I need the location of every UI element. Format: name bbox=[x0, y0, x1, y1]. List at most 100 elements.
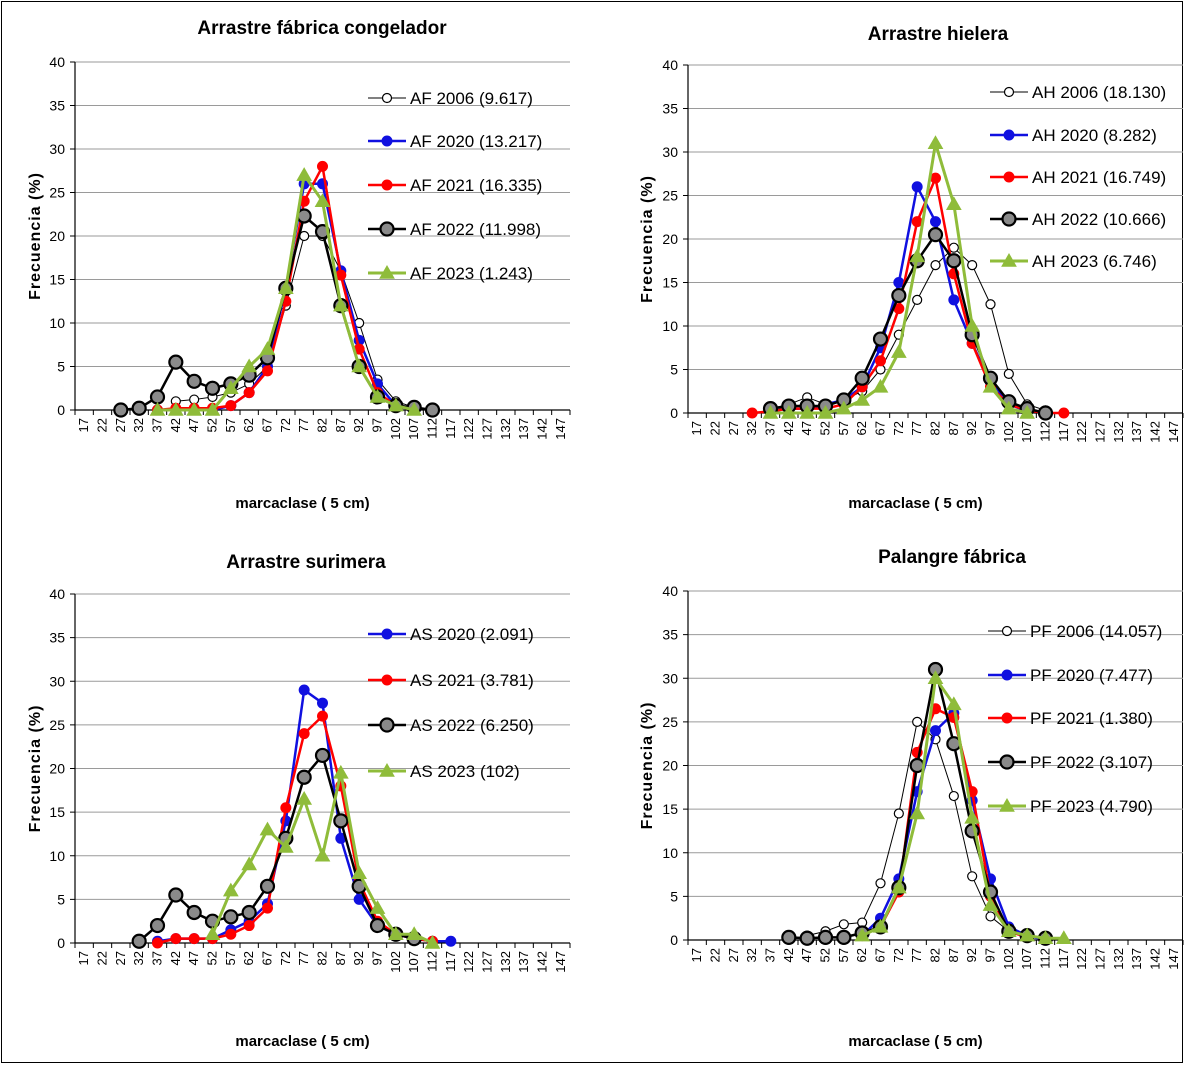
data-point bbox=[298, 684, 310, 696]
data-point bbox=[909, 248, 926, 263]
chart-title: Palangre fábrica bbox=[878, 547, 1026, 568]
x-tick-label: 107 bbox=[1019, 948, 1034, 970]
y-tick-label: 5 bbox=[57, 891, 65, 907]
legend-label: PF 2006 (14.057) bbox=[1030, 622, 1162, 641]
series-4 bbox=[204, 764, 441, 949]
data-point bbox=[1000, 923, 1017, 938]
data-point bbox=[314, 193, 331, 207]
x-tick-label: 112 bbox=[1038, 948, 1053, 969]
legend-marker bbox=[379, 264, 395, 279]
y-tick-label: 25 bbox=[49, 185, 65, 201]
y-tick-label: 30 bbox=[662, 670, 678, 686]
legend-label: AS 2022 (6.250) bbox=[410, 716, 534, 735]
data-point bbox=[1055, 930, 1072, 945]
data-point bbox=[445, 935, 457, 947]
data-point bbox=[893, 808, 904, 819]
data-point bbox=[817, 404, 834, 419]
data-point bbox=[243, 387, 255, 399]
x-tick-label: 127 bbox=[480, 418, 495, 440]
data-point bbox=[131, 933, 147, 949]
legend-marker bbox=[381, 628, 393, 640]
x-tick-label: 47 bbox=[186, 951, 201, 965]
y-tick-label: 25 bbox=[662, 188, 678, 204]
data-point bbox=[424, 934, 441, 949]
x-tick-label: 132 bbox=[1111, 421, 1126, 443]
chart-4: Palangre fábrica 0 5 10 15 20 25 30 35 40 17 22 27 32… bbox=[639, 547, 1184, 1050]
x-tick-label: 92 bbox=[351, 418, 366, 432]
data-point bbox=[799, 930, 815, 946]
data-point bbox=[262, 902, 273, 914]
legend-marker bbox=[379, 221, 395, 237]
data-point bbox=[912, 716, 923, 727]
x-tick-label: 67 bbox=[873, 948, 888, 962]
data-point bbox=[149, 917, 166, 934]
y-tick-label: 35 bbox=[49, 630, 65, 646]
y-tick-label: 30 bbox=[662, 144, 678, 160]
data-point bbox=[890, 879, 907, 894]
x-tick-label: 87 bbox=[333, 951, 348, 965]
x-tick-label: 112 bbox=[425, 418, 440, 439]
y-tick-label: 10 bbox=[662, 318, 678, 334]
x-tick-label: 137 bbox=[1129, 421, 1144, 443]
x-tick-label: 52 bbox=[205, 418, 220, 432]
x-tick-label: 122 bbox=[461, 418, 476, 440]
legend: PF 2006 (14.057) PF 2020 (7.477) PF 2021 (… bbox=[988, 622, 1162, 816]
x-tick-label: 97 bbox=[983, 421, 998, 435]
x-tick-label: 142 bbox=[1148, 421, 1163, 443]
x-tick-label: 87 bbox=[333, 418, 348, 432]
y-tick-label: 40 bbox=[49, 586, 65, 602]
data-point bbox=[838, 919, 849, 930]
y-tick-label: 35 bbox=[49, 98, 65, 114]
x-tick-label: 132 bbox=[1111, 948, 1126, 970]
x-tick-label: 122 bbox=[461, 951, 476, 973]
data-point bbox=[351, 358, 368, 373]
data-point bbox=[967, 871, 978, 882]
legend-marker bbox=[381, 92, 393, 104]
x-tick-label: 27 bbox=[726, 421, 741, 435]
x-tick-label: 117 bbox=[443, 951, 458, 972]
y-tick-label: 5 bbox=[670, 362, 678, 378]
data-point bbox=[872, 918, 889, 933]
data-point bbox=[225, 400, 237, 412]
data-point bbox=[296, 167, 313, 181]
data-point bbox=[149, 389, 166, 405]
y-tick-label: 15 bbox=[49, 804, 65, 820]
y-tick-label: 25 bbox=[662, 714, 678, 730]
data-point bbox=[836, 929, 852, 945]
data-point bbox=[204, 401, 221, 416]
data-point bbox=[835, 400, 852, 415]
chart-title: Arrastre surimera bbox=[226, 552, 386, 573]
x-tick-label: 42 bbox=[781, 948, 796, 962]
y-tick-label: 20 bbox=[49, 761, 65, 777]
legend-label: AF 2006 (9.617) bbox=[410, 89, 533, 108]
x-tick-label: 67 bbox=[260, 951, 275, 965]
x-tick-label: 57 bbox=[223, 951, 238, 965]
data-point bbox=[277, 280, 294, 294]
legend-marker bbox=[379, 762, 395, 777]
legend-marker bbox=[1003, 86, 1015, 98]
data-point bbox=[762, 404, 779, 419]
legend: AH 2006 (18.130) AH 2020 (8.282) AH 2021 (… bbox=[990, 83, 1166, 271]
y-tick-label: 35 bbox=[662, 627, 678, 643]
data-point bbox=[854, 927, 871, 942]
x-tick-label: 22 bbox=[95, 418, 110, 432]
y-axis-label: Frecuencia (%) bbox=[27, 172, 44, 300]
x-tick-label: 142 bbox=[535, 951, 550, 973]
x-axis-label: marcaclase ( 5 cm) bbox=[235, 495, 369, 512]
data-point bbox=[186, 401, 203, 416]
data-point bbox=[890, 344, 907, 358]
x-tick-label: 17 bbox=[76, 951, 91, 965]
x-tick-label: 97 bbox=[983, 948, 998, 962]
legend-label: AH 2021 (16.749) bbox=[1032, 168, 1166, 187]
x-tick-label: 22 bbox=[708, 421, 723, 435]
x-tick-label: 132 bbox=[498, 418, 513, 440]
x-tick-label: 142 bbox=[535, 418, 550, 440]
data-point bbox=[909, 805, 926, 820]
x-tick-label: 47 bbox=[799, 421, 814, 435]
data-point bbox=[332, 297, 349, 312]
legend-label: PF 2020 (7.477) bbox=[1030, 666, 1153, 685]
x-tick-label: 107 bbox=[406, 418, 421, 440]
legend-marker bbox=[381, 135, 393, 147]
chart-2: Arrastre hielera 0 5 10 15 20 25 30 35 40 17 22 27 32… bbox=[639, 24, 1184, 512]
data-point bbox=[277, 839, 294, 853]
